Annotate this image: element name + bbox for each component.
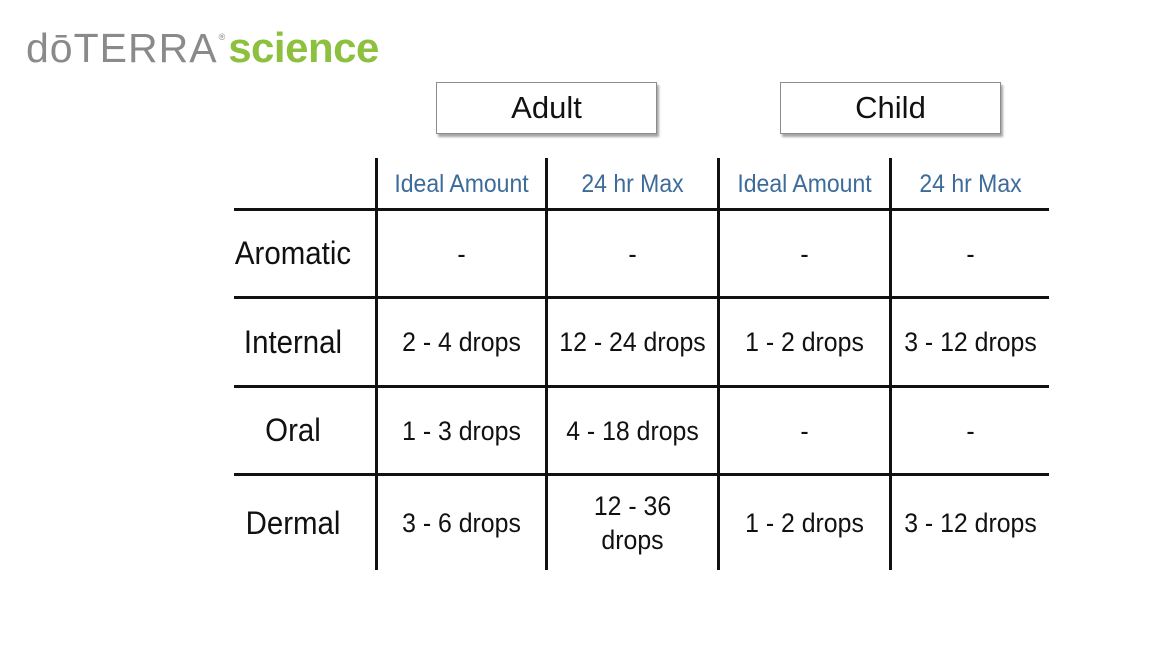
row-header-dermal: Dermal: [245, 504, 341, 541]
table-cell: 2 - 4 drops: [402, 327, 521, 357]
row-header-internal: Internal: [243, 323, 343, 360]
row-header-aromatic: Aromatic: [234, 235, 352, 271]
table-cell: -: [457, 238, 466, 269]
child-group-header: Child: [780, 82, 1001, 134]
table-cell: 4 - 18 drops: [566, 415, 699, 446]
column-header-adult-24hr-max: 24 hr Max: [581, 169, 684, 198]
table-cell: -: [800, 238, 809, 269]
doterra-science-logo: dōTERRA ® science: [26, 24, 379, 71]
table-divider-vertical: [545, 158, 548, 570]
table-cell: 3 - 6 drops: [402, 508, 521, 538]
table-divider-vertical: [717, 158, 720, 570]
row-header-oral: Oral: [265, 412, 321, 448]
table-cell: 1 - 2 drops: [745, 327, 864, 357]
table-cell: 1 - 2 drops: [745, 508, 864, 538]
column-header-child-ideal-amount: Ideal Amount: [737, 169, 872, 198]
table-cell: -: [628, 238, 637, 269]
table-cell: -: [800, 415, 809, 446]
table-cell: 12 - 36 drops: [593, 491, 672, 555]
adult-group-header: Adult: [436, 82, 657, 134]
logo-registered-mark: ®: [218, 32, 226, 42]
table-divider-horizontal: [234, 208, 1049, 211]
column-header-child-24hr-max: 24 hr Max: [919, 169, 1022, 198]
table-divider-horizontal: [234, 385, 1049, 388]
table-divider-horizontal: [234, 296, 1049, 299]
table-divider-vertical: [375, 158, 378, 570]
table-divider-vertical: [889, 158, 892, 570]
table-cell: 3 - 12 drops: [904, 327, 1037, 357]
table-cell: -: [966, 238, 975, 269]
table-cell: 3 - 12 drops: [904, 508, 1037, 538]
table-cell: 1 - 3 drops: [402, 415, 521, 446]
table-divider-horizontal: [234, 473, 1049, 476]
column-header-adult-ideal-amount: Ideal Amount: [394, 169, 529, 198]
table-cell: 12 - 24 drops: [559, 327, 706, 357]
table-cell: -: [966, 415, 975, 446]
logo-science-text: science: [228, 24, 379, 71]
logo-brand-text: dōTERRA: [26, 25, 218, 71]
